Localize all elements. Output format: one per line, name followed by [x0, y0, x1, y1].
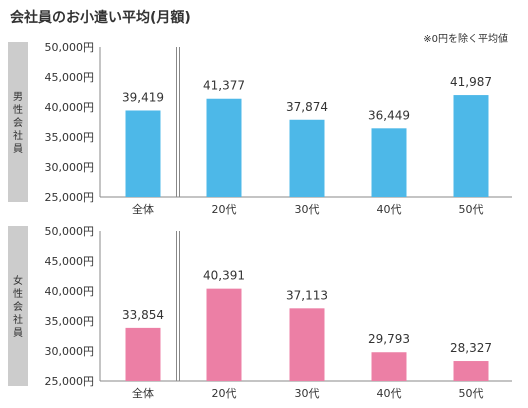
category-label: 20代 [212, 387, 237, 400]
y-tick-label: 40,000円 [45, 285, 95, 298]
y-tick-label: 30,000円 [45, 161, 95, 174]
panel-label: 女性会社員 [13, 274, 23, 339]
category-label: 50代 [459, 203, 484, 216]
y-tick-label: 50,000円 [45, 225, 95, 238]
data-label: 41,377 [203, 79, 245, 93]
y-tick-label: 50,000円 [45, 41, 95, 54]
bar [289, 119, 325, 197]
category-label: 全体 [132, 386, 154, 400]
data-label: 41,987 [450, 75, 492, 89]
category-label: 40代 [377, 387, 402, 400]
y-tick-label: 25,000円 [45, 191, 95, 204]
data-label: 36,449 [368, 108, 410, 122]
panel-label-box [8, 42, 28, 202]
category-label: 50代 [459, 387, 484, 400]
bar [206, 98, 242, 197]
bar [371, 128, 407, 197]
y-tick-label: 35,000円 [45, 131, 95, 144]
chart-title: 会社員のお小遣い平均(月額) [10, 9, 191, 26]
y-tick-label: 35,000円 [45, 315, 95, 328]
category-label: 30代 [295, 203, 320, 216]
data-label: 39,419 [122, 90, 164, 104]
bar [206, 288, 242, 381]
data-label: 37,113 [286, 288, 328, 302]
y-tick-label: 45,000円 [45, 255, 95, 268]
data-label: 29,793 [368, 332, 410, 346]
bar [289, 308, 325, 381]
y-tick-label: 45,000円 [45, 71, 95, 84]
category-label: 全体 [132, 202, 154, 216]
bar [453, 361, 489, 381]
y-tick-label: 40,000円 [45, 101, 95, 114]
data-label: 33,854 [122, 308, 164, 322]
data-label: 37,874 [286, 100, 328, 114]
data-label: 28,327 [450, 341, 492, 355]
panel-2: 女性会社員 50,000円 45,000円 40,000円 35,000円 30,000円… [8, 225, 512, 400]
bar [453, 95, 489, 197]
bar [371, 352, 407, 381]
panel-label: 男性会社員 [13, 91, 23, 155]
y-tick-label: 30,000円 [45, 345, 95, 358]
panel-1: 男性会社員 50,000円 45,000円 40,000円 35,000円 30,000円… [8, 41, 512, 216]
chart-note: ※0円を除く平均値 [423, 32, 508, 45]
panel-label-box [8, 226, 28, 386]
category-label: 40代 [377, 203, 402, 216]
bar [125, 110, 161, 197]
y-tick-label: 25,000円 [45, 375, 95, 388]
chart-panels: 男性会社員 50,000円 45,000円 40,000円 35,000円 30,000円… [8, 41, 512, 400]
data-label: 40,391 [203, 269, 245, 283]
bar [125, 327, 161, 381]
category-label: 30代 [295, 387, 320, 400]
category-label: 20代 [212, 203, 237, 216]
